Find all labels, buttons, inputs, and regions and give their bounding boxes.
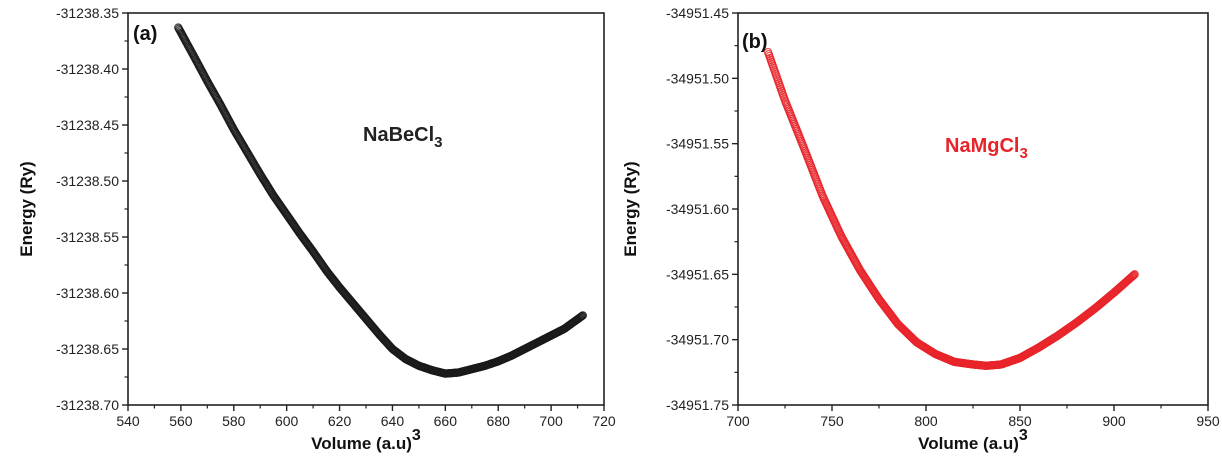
data-point [578,311,587,320]
compound-subscript: 3 [1019,145,1027,162]
compound-subscript: 3 [434,134,442,151]
y-tick-label: -34951.70 [666,332,729,348]
data-series [174,23,587,378]
compound-name: NaMgCl [945,135,1019,157]
y-tick-label: -34951.45 [666,5,729,21]
x-axis-title: Volume (a.u)3 [311,427,421,453]
y-tick-label: -34951.75 [666,397,729,413]
compound-annotation: NaBeCl3 [363,124,442,151]
panel-label: (b) [742,31,768,53]
y-tick-label: -31238.60 [56,285,119,301]
x-tick-label: 900 [1102,413,1126,429]
x-axis-title-superscript: 3 [412,427,421,444]
y-tick-label: -34951.60 [666,201,729,217]
chart-panel-b: 700 750 800 850 900 950 -34951.45 -34951.50 -349… [621,5,1220,453]
x-tick-label: 680 [487,413,511,429]
x-tick-label: 640 [381,413,405,429]
x-tick-label: 720 [592,413,616,429]
y-tick-label: -34951.65 [666,266,729,282]
y-tick-label: -31238.65 [56,341,119,357]
x-tick-label: 950 [1196,413,1220,429]
x-tick-label: 700 [726,413,750,429]
y-tick-label: -31238.70 [56,397,119,413]
compound-name: NaBeCl [363,124,434,146]
y-tick-label: -31238.40 [56,61,119,77]
chart-panel-a: 540 560 580 600 620 640 660 680 700 720 -31238.35 -… [17,5,616,453]
x-tick-label: 660 [434,413,458,429]
x-axis-title-text: Volume (a.u) [311,434,412,453]
x-tick-label: 560 [169,413,193,429]
y-tick-label: -31238.55 [56,229,119,245]
compound-annotation: NaMgCl3 [945,135,1028,162]
x-tick-label: 620 [328,413,352,429]
x-tick-label: 700 [539,413,563,429]
data-series [763,48,1139,370]
x-axis-title-text: Volume (a.u) [918,434,1019,453]
x-tick-label: 600 [275,413,299,429]
y-tick-label: -31238.50 [56,173,119,189]
y-tick-label: -31238.35 [56,5,119,21]
x-axis-title: Volume (a.u)3 [918,427,1028,453]
x-tick-label: 750 [820,413,844,429]
x-tick-label: 540 [116,413,140,429]
y-tick-label: -31238.45 [56,117,119,133]
x-axis-title-superscript: 3 [1019,427,1028,444]
y-tick-label: -34951.55 [666,136,729,152]
panel-label: (a) [133,23,157,45]
data-point [1130,270,1139,279]
y-axis-title: Energy (Ry) [17,161,36,256]
y-tick-label: -34951.50 [666,70,729,86]
x-tick-label: 580 [222,413,246,429]
y-axis-title: Energy (Ry) [621,161,640,256]
x-tick-label: 800 [914,413,938,429]
x-tick-label: 850 [1008,413,1032,429]
plot-frame [737,12,1209,406]
